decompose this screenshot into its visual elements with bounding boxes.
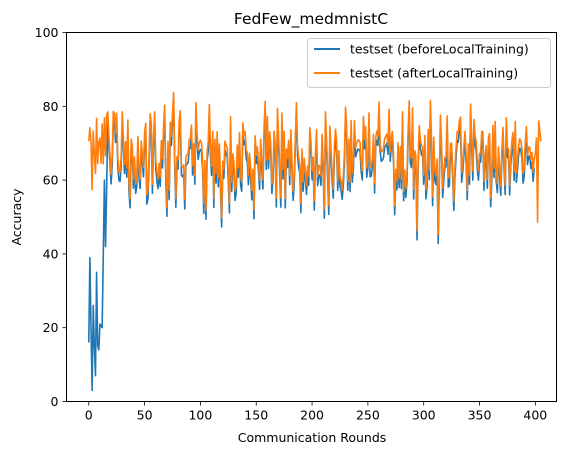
y-axis: 0 20 40 60 80 100: [35, 25, 67, 409]
x-tick-label: 100: [188, 408, 212, 423]
y-tick-label: 20: [43, 320, 59, 335]
y-tick-label: 60: [43, 173, 59, 188]
y-tick-label: 40: [43, 246, 59, 261]
series-line-1: [87, 91, 542, 236]
x-tick-label: 200: [300, 408, 324, 423]
chart-title: FedFew_medmnistC: [234, 10, 388, 29]
x-tick-label: 250: [356, 408, 380, 423]
x-axis-label: Communication Rounds: [238, 430, 387, 445]
x-tick-label: 400: [523, 408, 547, 423]
x-tick-label: 50: [137, 408, 153, 423]
legend-label-before: testset (beforeLocalTraining): [350, 42, 529, 57]
x-tick-label: 150: [244, 408, 268, 423]
x-axis: 0 50 100 150 200 250 300 350 400: [85, 401, 547, 423]
series-layer: [87, 91, 542, 392]
legend-label-after: testset (afterLocalTraining): [350, 66, 518, 81]
x-tick-label: 300: [412, 408, 436, 423]
plot-frame: [66, 32, 557, 402]
y-tick-label: 100: [35, 25, 59, 40]
y-tick-label: 0: [51, 394, 59, 409]
x-tick-label: 350: [468, 408, 492, 423]
x-tick-label: 0: [85, 408, 93, 423]
y-tick-label: 80: [43, 99, 59, 114]
legend: testset (beforeLocalTraining) testset (a…: [307, 38, 551, 88]
y-axis-label: Accuracy: [9, 188, 24, 246]
legend-frame: [307, 38, 551, 88]
